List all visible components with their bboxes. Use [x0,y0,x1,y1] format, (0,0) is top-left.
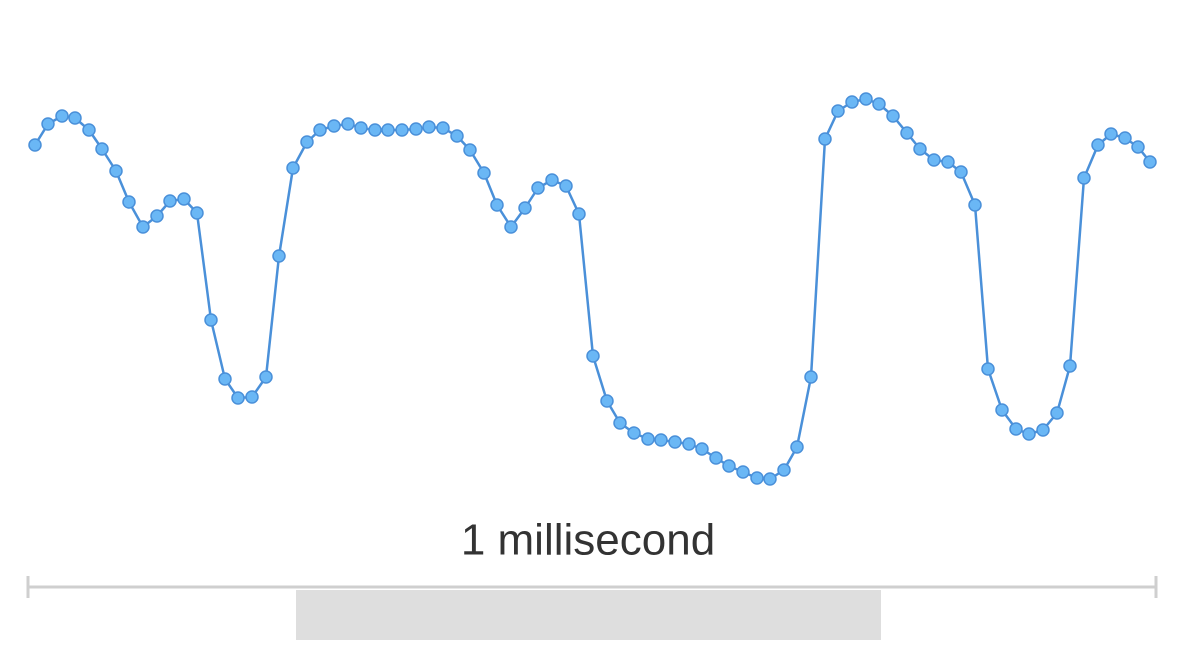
sample-point [1091,138,1105,152]
sample-point [804,370,818,384]
sample-point [968,198,982,212]
sample-point [109,164,123,178]
sample-point [204,313,218,327]
sample-point [463,143,477,157]
sample-point [150,209,164,223]
sample-point [41,117,55,131]
sample-point [177,192,191,206]
sample-point [368,123,382,137]
sample-point [1104,127,1118,141]
sample-point [913,142,927,156]
sample-point [886,109,900,123]
sample-point [422,120,436,134]
sample-point [531,181,545,195]
sample-point [572,207,586,221]
sample-point [722,459,736,473]
scale-label: 1 millisecond [461,516,715,565]
sample-point [1022,427,1036,441]
sample-point [750,471,764,485]
sample-point [682,437,696,451]
sample-point [1077,171,1091,185]
sample-point [941,155,955,169]
sample-point [490,198,504,212]
sample-point [1050,406,1064,420]
waveform [33,97,1151,481]
sample-points [28,92,1157,486]
sample-point [354,121,368,135]
sample-point [436,121,450,135]
sample-point [327,119,341,133]
sample-point [600,394,614,408]
sample-point [818,132,832,146]
sample-point [286,161,300,175]
sample-point [409,122,423,136]
sample-point [1036,423,1050,437]
sample-point [1118,131,1132,145]
sample-point [95,142,109,156]
sample-point [790,440,804,454]
scale-highlight [296,590,881,640]
sample-point [559,179,573,193]
sample-point [450,129,464,143]
sample-point [763,472,777,486]
sample-point [831,104,845,118]
sample-point [1009,422,1023,436]
sample-point [613,416,627,430]
sample-point [668,435,682,449]
sample-point [654,433,668,447]
sample-point [341,117,355,131]
sample-point [859,92,873,106]
sample-point [995,403,1009,417]
sample-point [1131,140,1145,154]
sample-point [736,465,750,479]
sample-point [477,166,491,180]
sample-point [504,220,518,234]
sample-point [872,97,886,111]
sample-point [122,195,136,209]
sample-point [313,123,327,137]
sample-point [641,432,655,446]
sample-point [259,370,273,384]
sample-point [381,123,395,137]
sample-point [272,249,286,263]
sample-point [28,138,42,152]
sample-point [900,126,914,140]
sample-point [545,173,559,187]
sample-point [927,153,941,167]
sample-point [55,109,69,123]
sample-point [395,123,409,137]
sample-point [136,220,150,234]
sample-point [777,463,791,477]
sample-point [981,362,995,376]
sample-point [68,111,82,125]
sample-point [586,349,600,363]
sample-point [163,194,177,208]
sample-point [300,135,314,149]
sample-point [1063,359,1077,373]
sample-point [1143,155,1157,169]
sample-point [954,165,968,179]
sample-point [245,390,259,404]
sample-point [218,372,232,386]
sample-point [231,391,245,405]
sample-point [82,123,96,137]
sample-point [709,451,723,465]
sample-point [845,95,859,109]
sample-point [518,201,532,215]
sample-point [695,442,709,456]
sample-point [190,206,204,220]
sample-point [627,426,641,440]
